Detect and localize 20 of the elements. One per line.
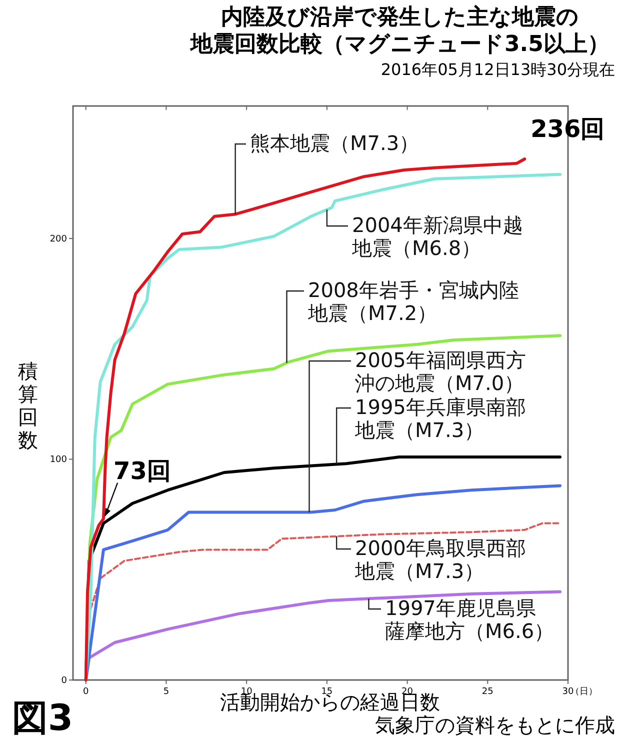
y-tick-label: 200 [50,234,68,244]
series-label: 熊本地震（M7.3） [250,131,420,155]
chart-subtitle: 2016年05月12日13時30分現在 [380,60,615,79]
annotation: 73回 [114,456,171,485]
x-tick-label: 25 [482,687,494,697]
series-label: 2008年岩手・宮城内陸地震（M7.2） [307,278,519,325]
caption: 図3 [12,698,74,738]
series-label: 2004年新潟県中越地震（M6.8） [351,213,523,260]
y-tick-label: 100 [50,455,68,466]
series-label: 1995年兵庫県南部地震（M7.3） [354,395,526,442]
y-axis-title: 積算回数 [18,359,38,452]
x-tick-label: 5 [163,687,170,697]
y-tick-label: 0 [61,676,68,686]
chart-title: 内陸及び沿岸で発生した主な地震の地震回数比較（マグニチュード3.5以上） [190,4,610,57]
series-label: 1997年鹿児島県薩摩地方（M6.6） [385,596,554,643]
text: 気象庁の資料をもとに作成 [375,713,615,737]
x-tick-label: 0 [82,687,89,697]
x-tick-label: 30 [562,687,574,697]
text: 2005年福岡県西方沖の地震（M7.0） [355,348,526,395]
series-label: 2000年鳥取県西部地震（M7.3） [354,536,526,583]
